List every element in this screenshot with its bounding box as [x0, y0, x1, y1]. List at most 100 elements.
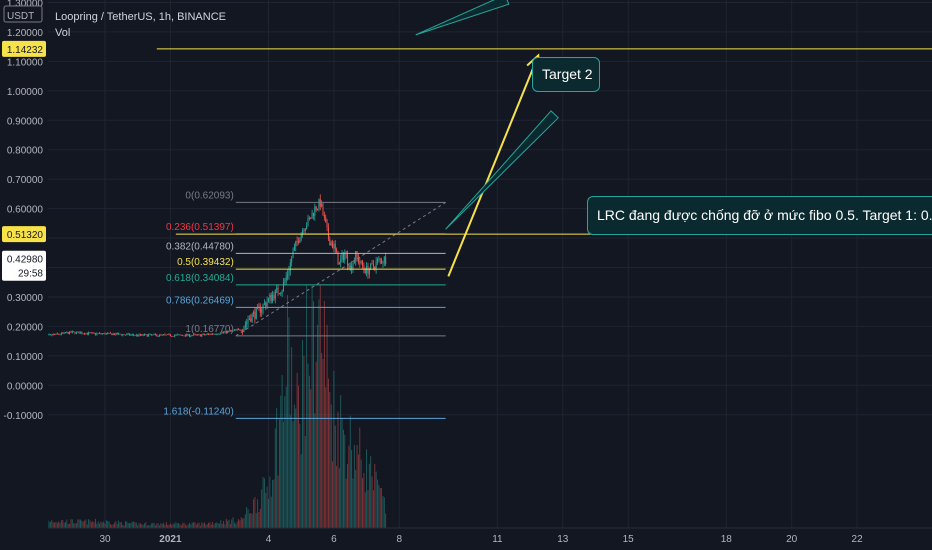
volume-bar	[82, 521, 84, 528]
volume-bar	[351, 449, 353, 528]
time-axis-panel[interactable]	[48, 528, 932, 550]
volume-bar	[69, 523, 71, 528]
volume-bar	[67, 524, 69, 528]
volume-bar	[58, 521, 60, 528]
volume-bar	[232, 517, 234, 528]
volume-bar	[96, 523, 98, 528]
symbol-title[interactable]: Loopring / TetherUS, 1h, BINANCE	[55, 11, 226, 23]
candle-countdown-text: 29:58	[18, 269, 43, 280]
candle-body	[265, 303, 267, 307]
volume-bar	[141, 524, 143, 528]
candle-body	[347, 254, 349, 266]
volume-bar	[65, 522, 66, 528]
time-tick-label: 2021	[159, 534, 182, 545]
time-tick-label: 4	[266, 534, 272, 545]
candle-body	[370, 263, 372, 270]
candle-body	[268, 298, 269, 302]
candle-body	[332, 242, 334, 249]
candle-body	[171, 335, 173, 337]
volume-label[interactable]: Vol	[55, 27, 70, 39]
volume-bar	[107, 520, 109, 528]
candle-body	[333, 244, 335, 249]
volume-bar	[105, 520, 107, 528]
candle-body	[79, 332, 81, 334]
candle-body	[251, 313, 253, 322]
volume-bar	[88, 519, 90, 528]
volume-bar	[238, 519, 239, 528]
time-axis[interactable]: 30 2021 4 6 8 11 13 15 18 20 22	[99, 534, 863, 545]
candle-body	[59, 334, 61, 336]
candle-body	[73, 331, 75, 333]
candle-body	[145, 334, 147, 336]
volume-bar	[131, 521, 133, 528]
volume-bar	[86, 524, 88, 528]
volume-bar	[281, 374, 283, 528]
candle-body	[108, 332, 110, 334]
candle-body	[377, 259, 378, 262]
candle-body	[197, 334, 199, 336]
candle-body	[285, 276, 287, 281]
candle-body	[88, 332, 90, 335]
candle-body	[296, 240, 298, 242]
candle-body	[209, 333, 211, 335]
candle-body	[326, 222, 328, 228]
volume-bar	[161, 523, 163, 528]
volume-bar	[210, 524, 212, 528]
volume-bar	[90, 522, 92, 528]
candle-body	[254, 311, 256, 319]
candle-body	[367, 266, 369, 275]
price-tick-label: 0.80000	[7, 146, 44, 157]
trend-arrow-line[interactable]	[447, 55, 540, 277]
candle-body	[85, 333, 87, 335]
volume-bar	[247, 509, 249, 528]
volume-bar	[288, 317, 290, 528]
current-price-text: 0.42980	[7, 255, 44, 266]
price-tick-label: 1.10000	[7, 57, 44, 68]
candle-body	[379, 258, 381, 260]
volume-bar	[318, 299, 320, 528]
candle-body	[337, 251, 339, 265]
volume-bar	[142, 524, 144, 528]
candle-body	[206, 333, 208, 335]
volume-bar	[70, 519, 72, 528]
drawings[interactable]	[415, 0, 559, 277]
price-tick-label: 0.20000	[7, 322, 44, 333]
candle-body	[293, 246, 295, 251]
volume-bar	[382, 496, 384, 528]
candle-body	[300, 233, 302, 240]
candle-body	[75, 331, 77, 334]
candle-body	[52, 334, 54, 336]
candle-body	[190, 335, 192, 337]
volume-bar	[276, 408, 278, 528]
volume-bar	[217, 523, 219, 528]
volume-bar	[240, 517, 242, 528]
volume-bar	[296, 372, 298, 528]
volume-bar	[214, 523, 216, 528]
volume-bar	[242, 518, 244, 528]
candle-body	[55, 333, 57, 335]
candle-body	[356, 251, 358, 257]
candle-body	[163, 334, 165, 336]
volume-bar	[321, 353, 323, 528]
candle-body	[362, 260, 364, 266]
volume-bar	[199, 525, 201, 528]
candle-body	[69, 331, 71, 334]
candle-body	[272, 295, 274, 301]
price-tick-label: 0.00000	[7, 381, 44, 392]
candle-body	[62, 332, 64, 334]
price-axis[interactable]: 1.500001.400001.300001.200001.100001.000…	[4, 0, 44, 422]
candle-body	[120, 334, 122, 336]
candle-body	[60, 332, 62, 335]
candle-body	[306, 225, 308, 229]
volume-bar	[111, 524, 113, 528]
target-2-callout[interactable]: Target 2	[532, 57, 600, 92]
candle-body	[138, 334, 140, 336]
analysis-note-callout[interactable]: LRC đang được chống đỡ ở mức fibo 0.5. T…	[587, 196, 932, 235]
volume-bar	[55, 521, 57, 528]
volume-bar	[219, 523, 220, 528]
candle-body	[175, 334, 177, 336]
volume-bar	[129, 523, 130, 528]
volume-bar	[50, 521, 51, 528]
price-tick-label: 1.20000	[7, 28, 44, 39]
